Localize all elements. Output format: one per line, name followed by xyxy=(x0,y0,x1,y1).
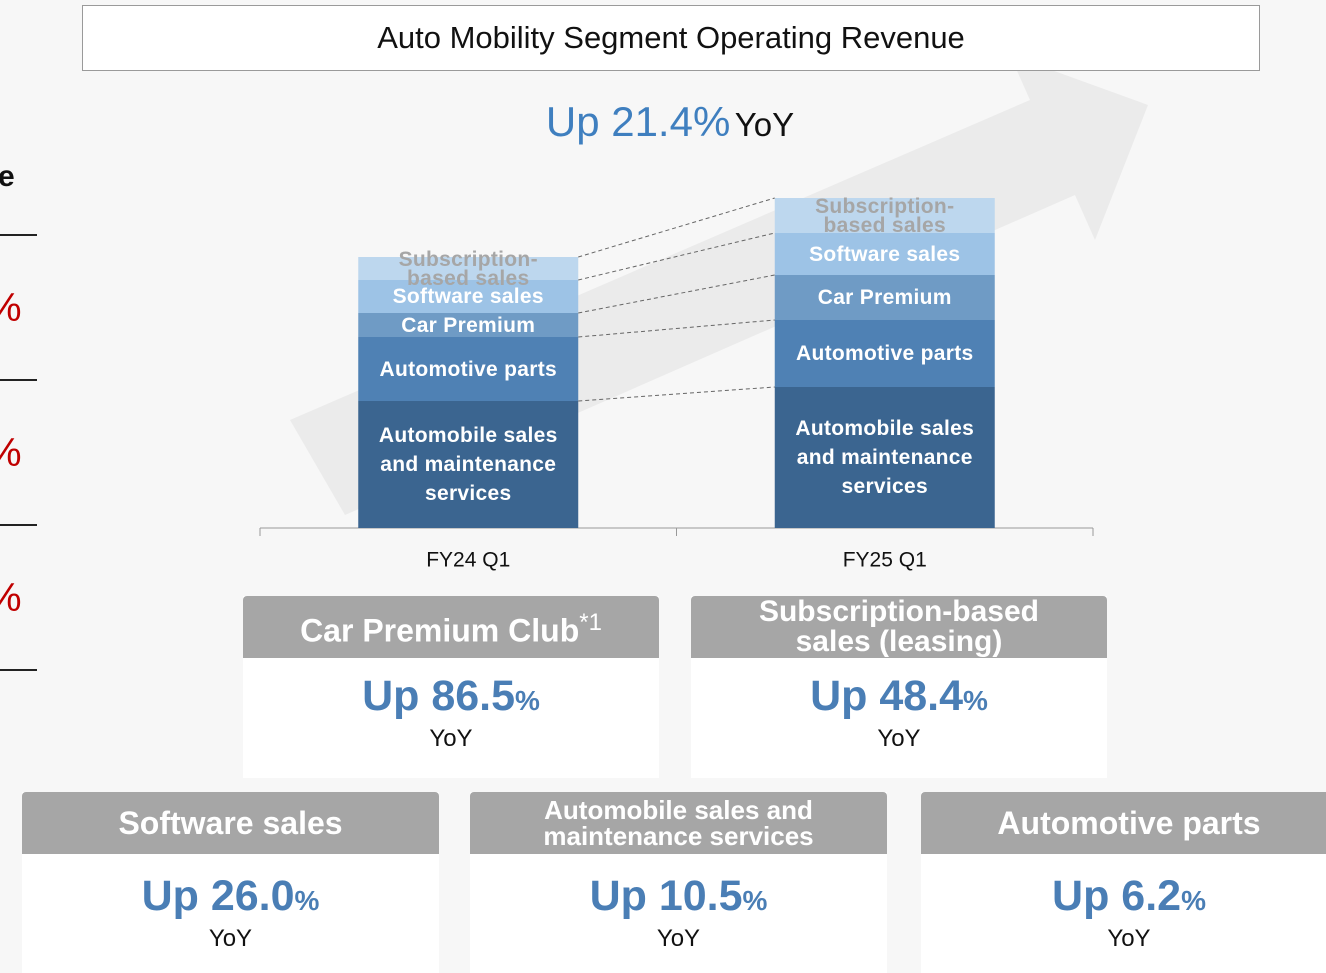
title: Auto Mobility Segment Operating Revenue xyxy=(377,20,965,55)
card: Automotive parts Up 6.2% YoY xyxy=(921,792,1326,973)
segment-label-text: Subscription-based sales xyxy=(398,247,538,290)
card-value: Up 48.4% xyxy=(691,672,1107,725)
title-box: Auto Mobility Segment Operating Revenue xyxy=(82,5,1260,71)
card-value-text: Up 10.5 xyxy=(589,872,743,920)
left-heading: e xyxy=(0,160,15,193)
card-value: Up 26.0% xyxy=(22,872,439,925)
card-unit: % xyxy=(515,685,540,716)
card-title: Automotive parts xyxy=(997,805,1261,841)
headline-value: Up 21.4% xyxy=(545,98,731,145)
segment-label: Automobile sales and maintenance service… xyxy=(358,401,578,528)
bar-segment xyxy=(774,320,995,387)
card-period-text: YoY xyxy=(877,725,921,752)
card-period-text: YoY xyxy=(1107,925,1151,952)
card-value: Up 86.5% xyxy=(243,672,659,725)
segment-label-text: Automobile sales and maintenance service… xyxy=(378,424,558,505)
card-title: Subscription-based sales (leasing) xyxy=(758,595,1040,658)
card-unit: % xyxy=(963,685,988,716)
card-value-text: Up 26.0 xyxy=(141,872,295,920)
connector xyxy=(578,274,775,314)
left-value: % xyxy=(0,576,22,621)
segment-label: Car Premium xyxy=(358,313,578,337)
headline-suffix: YoY xyxy=(734,106,795,143)
connector xyxy=(578,386,775,402)
segment-label-text: Automotive parts xyxy=(796,342,974,365)
card-title-wrap: Software sales xyxy=(118,807,342,839)
segment-label-text: Car Premium xyxy=(817,286,952,309)
card-unit: % xyxy=(742,885,768,916)
card-title: Automobile sales and maintenance service… xyxy=(543,795,814,851)
left-value: % xyxy=(0,431,22,476)
card-period: YoY xyxy=(921,925,1326,953)
card: Subscription-based sales (leasing) Up 48.… xyxy=(691,596,1107,778)
segment-label-text: Automotive parts xyxy=(379,357,557,381)
segment-label-text: Car Premium xyxy=(401,313,536,337)
segment-label-text: Automobile sales and maintenance service… xyxy=(795,417,975,498)
card-unit: % xyxy=(294,885,320,916)
x-tick-label: FY24 Q1 xyxy=(426,549,510,572)
bar-segment xyxy=(358,401,579,528)
bar-segment xyxy=(774,275,995,320)
bar-segment xyxy=(774,387,995,528)
headline: Up 21.4% YoY xyxy=(0,98,1326,146)
card-title-wrap: Automotive parts xyxy=(997,807,1260,839)
segment-label: Software sales xyxy=(775,233,995,275)
card-period: YoY xyxy=(470,925,887,953)
x-tick-label: FY25 Q1 xyxy=(843,549,927,572)
card-unit: % xyxy=(1181,885,1206,916)
card-note: *1 xyxy=(579,609,602,637)
card: Car Premium Club*1 Up 86.5% YoY xyxy=(243,596,659,778)
card-value-text: Up 86.5 xyxy=(362,672,516,720)
left-value: % xyxy=(0,286,22,331)
card-header: Automotive parts xyxy=(921,792,1326,854)
bar-segment xyxy=(358,337,579,401)
segment-label-text: Subscription-based sales xyxy=(815,194,955,237)
card-value: Up 6.2% xyxy=(921,872,1326,925)
segment-label: Automotive parts xyxy=(775,320,995,387)
card-header: Automobile sales and maintenance service… xyxy=(470,792,887,854)
segment-label: Automotive parts xyxy=(358,337,578,401)
card: Automobile sales and maintenance service… xyxy=(470,792,887,973)
connector xyxy=(578,197,775,258)
card-period: YoY xyxy=(691,725,1107,753)
connector xyxy=(578,232,775,281)
card: Software sales Up 26.0% YoY xyxy=(22,792,439,973)
card-period: YoY xyxy=(22,925,439,953)
bar-segment xyxy=(774,233,995,275)
card-header: Software sales xyxy=(22,792,439,854)
card-title-wrap: Subscription-based sales (leasing) xyxy=(741,597,1057,657)
card-header: Car Premium Club*1 xyxy=(243,596,659,658)
card-value-text: Up 6.2 xyxy=(1052,872,1182,920)
segment-label: Subscription-based sales xyxy=(775,194,995,237)
segment-label: Car Premium xyxy=(775,275,995,320)
bar-segment xyxy=(358,257,579,280)
card-period-text: YoY xyxy=(208,925,253,952)
card-header: Subscription-based sales (leasing) xyxy=(691,596,1107,658)
card-title: Software sales xyxy=(118,805,343,841)
card-period-text: YoY xyxy=(429,725,473,752)
segment-label: Subscription-based sales xyxy=(358,249,578,289)
card-value-text: Up 48.4 xyxy=(810,672,964,720)
card-title-wrap: Automobile sales and maintenance service… xyxy=(510,797,847,849)
bar-segment xyxy=(358,280,579,313)
segment-label-text: Software sales xyxy=(809,242,961,266)
bar-segment xyxy=(358,313,579,337)
segment-label: Automobile sales and maintenance service… xyxy=(775,387,995,528)
segment-label-text: Software sales xyxy=(392,285,544,308)
card-value: Up 10.5% xyxy=(470,872,887,925)
segment-label: Software sales xyxy=(358,280,578,313)
card-title-wrap: Car Premium Club*1 xyxy=(300,607,602,647)
card-title: Car Premium Club xyxy=(300,612,580,649)
card-period-text: YoY xyxy=(656,925,701,952)
card-period: YoY xyxy=(243,725,659,753)
connector xyxy=(578,319,775,338)
bar-segment xyxy=(774,198,995,233)
left-lines xyxy=(0,234,37,671)
